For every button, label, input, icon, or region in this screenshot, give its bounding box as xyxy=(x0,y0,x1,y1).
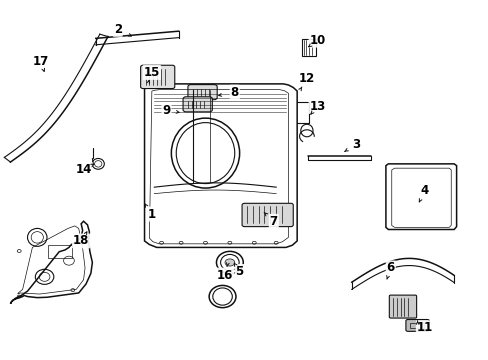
Text: 18: 18 xyxy=(73,234,89,247)
Text: 8: 8 xyxy=(230,86,238,99)
FancyBboxPatch shape xyxy=(141,65,174,89)
Text: 11: 11 xyxy=(416,321,432,334)
FancyBboxPatch shape xyxy=(388,295,416,318)
Text: 17: 17 xyxy=(33,55,49,68)
Bar xyxy=(409,323,423,328)
Text: 1: 1 xyxy=(147,208,156,221)
Text: 7: 7 xyxy=(269,215,277,228)
Text: 5: 5 xyxy=(235,265,243,278)
Text: 13: 13 xyxy=(309,100,325,113)
Text: 12: 12 xyxy=(298,72,314,85)
FancyBboxPatch shape xyxy=(183,97,212,112)
Text: 14: 14 xyxy=(75,163,92,176)
Text: 10: 10 xyxy=(309,33,325,47)
Ellipse shape xyxy=(224,259,234,266)
Text: 4: 4 xyxy=(420,184,428,197)
Text: 16: 16 xyxy=(216,269,233,282)
Text: 9: 9 xyxy=(162,104,170,117)
Text: 3: 3 xyxy=(352,138,360,150)
FancyBboxPatch shape xyxy=(405,319,428,331)
Bar xyxy=(301,39,316,56)
FancyBboxPatch shape xyxy=(187,85,217,100)
Text: 15: 15 xyxy=(143,66,160,79)
Text: 2: 2 xyxy=(113,23,122,36)
FancyBboxPatch shape xyxy=(242,203,293,226)
Bar xyxy=(48,244,72,258)
Text: 6: 6 xyxy=(386,261,394,274)
